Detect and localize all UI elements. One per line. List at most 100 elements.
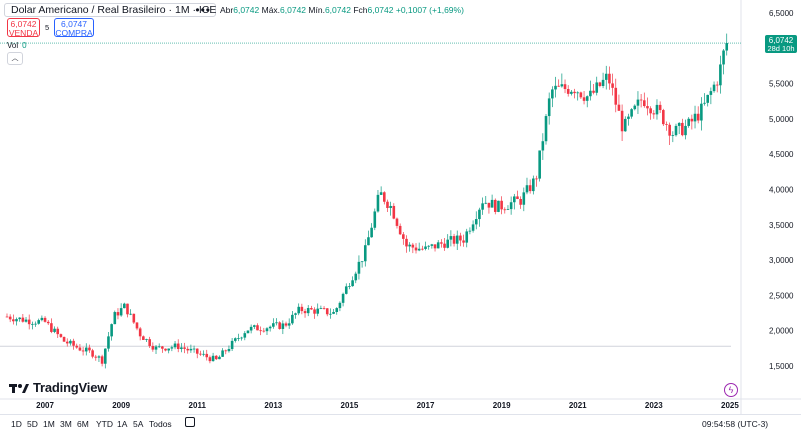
candle-body xyxy=(570,91,573,94)
candle-body xyxy=(414,247,418,251)
calendar-icon[interactable] xyxy=(185,417,195,427)
candle-body xyxy=(611,83,614,88)
tradingview-logo[interactable]: TradingView xyxy=(9,380,107,395)
candle-body xyxy=(563,84,567,90)
candle-body xyxy=(642,100,646,107)
candle-body xyxy=(379,192,383,195)
candle-body xyxy=(278,322,281,329)
candle-body xyxy=(40,317,44,321)
candle-body xyxy=(446,239,450,248)
candle-body xyxy=(376,194,380,212)
candle-body xyxy=(53,328,56,332)
candle-body xyxy=(173,343,177,348)
more-options-icon[interactable]: ••• xyxy=(195,3,211,17)
range-button-ytd[interactable]: YTD xyxy=(96,419,113,429)
candle-body xyxy=(598,82,602,87)
high-value: 6,0742 xyxy=(280,5,307,15)
range-button-5a[interactable]: 5A xyxy=(133,419,144,429)
candle-body xyxy=(544,116,548,142)
candle-body xyxy=(37,320,41,324)
y-tick-label: 3,5000 xyxy=(769,221,794,230)
sell-label: VENDA xyxy=(8,28,39,38)
candle-body xyxy=(142,336,145,340)
candle-body xyxy=(24,319,28,322)
candle-body xyxy=(306,308,310,314)
candle-body xyxy=(585,96,589,101)
candle-body xyxy=(719,64,722,86)
candle-body xyxy=(84,347,88,352)
candle-body xyxy=(383,192,386,202)
candle-body xyxy=(145,339,148,340)
candle-body xyxy=(639,99,643,101)
range-button-5d[interactable]: 5D xyxy=(27,419,38,429)
candle-body xyxy=(50,323,53,332)
range-button-3m[interactable]: 3M xyxy=(60,419,72,429)
x-tick-label: 2019 xyxy=(493,401,511,410)
lightning-icon[interactable]: ϟ xyxy=(724,383,738,397)
volume-value: 0 xyxy=(22,41,27,50)
candle-body xyxy=(433,244,437,249)
candle-body xyxy=(649,108,652,114)
y-tick-label: 4,5000 xyxy=(769,150,794,159)
candle-body xyxy=(617,104,621,111)
candle-body xyxy=(107,336,110,349)
buy-button[interactable]: 6,0747 COMPRA xyxy=(54,18,94,38)
candle-body xyxy=(576,92,580,94)
candle-body xyxy=(386,201,389,208)
candle-body xyxy=(138,328,142,337)
candle-body xyxy=(582,97,586,101)
candle-body xyxy=(246,330,250,334)
x-tick-label: 2017 xyxy=(417,401,435,410)
candle-body xyxy=(81,350,85,352)
x-tick-label: 2025 xyxy=(721,401,739,410)
candle-body xyxy=(167,348,171,351)
candle-body xyxy=(681,122,684,136)
range-button-1a[interactable]: 1A xyxy=(117,419,128,429)
candle-body xyxy=(630,109,633,117)
symbol-search[interactable]: Dolar Americano / Real Brasileiro · 1M ·… xyxy=(4,3,216,17)
candle-body xyxy=(532,178,535,192)
open-value: 6,0742 xyxy=(233,5,260,15)
candle-body xyxy=(56,328,60,335)
range-button-6m[interactable]: 6M xyxy=(77,419,89,429)
candle-body xyxy=(65,341,69,344)
candle-body xyxy=(601,79,605,87)
candle-body xyxy=(554,85,557,90)
spread-value: 5 xyxy=(45,23,50,32)
candle-body xyxy=(722,50,725,65)
candle-body xyxy=(357,261,361,274)
candle-body xyxy=(31,323,34,325)
candle-body xyxy=(119,308,123,316)
candle-body xyxy=(205,353,209,358)
candle-body xyxy=(427,245,430,247)
candle-body xyxy=(154,346,158,350)
range-button-1m[interactable]: 1M xyxy=(43,419,55,429)
range-button-todos[interactable]: Todos xyxy=(149,419,172,429)
candle-body xyxy=(627,116,630,119)
x-tick-label: 2011 xyxy=(189,401,207,410)
candle-body xyxy=(88,347,91,351)
close-label: Fch xyxy=(353,5,368,15)
candle-body xyxy=(284,323,288,326)
candle-body xyxy=(199,353,202,355)
x-tick-label: 2015 xyxy=(341,401,359,410)
candle-body xyxy=(59,334,63,337)
candle-body xyxy=(620,110,624,132)
y-tick-label: 2,0000 xyxy=(769,327,794,336)
candle-body xyxy=(560,84,564,87)
sell-button[interactable]: 6,0742 VENDA xyxy=(7,18,40,38)
candle-body xyxy=(227,349,231,352)
candle-body xyxy=(677,122,681,126)
candle-body xyxy=(484,202,488,204)
candle-body xyxy=(94,356,98,358)
candle-body xyxy=(503,209,507,211)
candle-body xyxy=(354,273,358,281)
candle-body xyxy=(674,125,678,136)
candle-body xyxy=(151,345,155,350)
candle-body xyxy=(687,118,690,126)
chevron-up-icon[interactable]: ︿ xyxy=(7,52,23,65)
buy-price: 6,0747 xyxy=(61,19,87,29)
range-button-1d[interactable]: 1D xyxy=(11,419,22,429)
symbol-title: Dolar Americano / Real Brasileiro · 1M ·… xyxy=(11,4,217,16)
